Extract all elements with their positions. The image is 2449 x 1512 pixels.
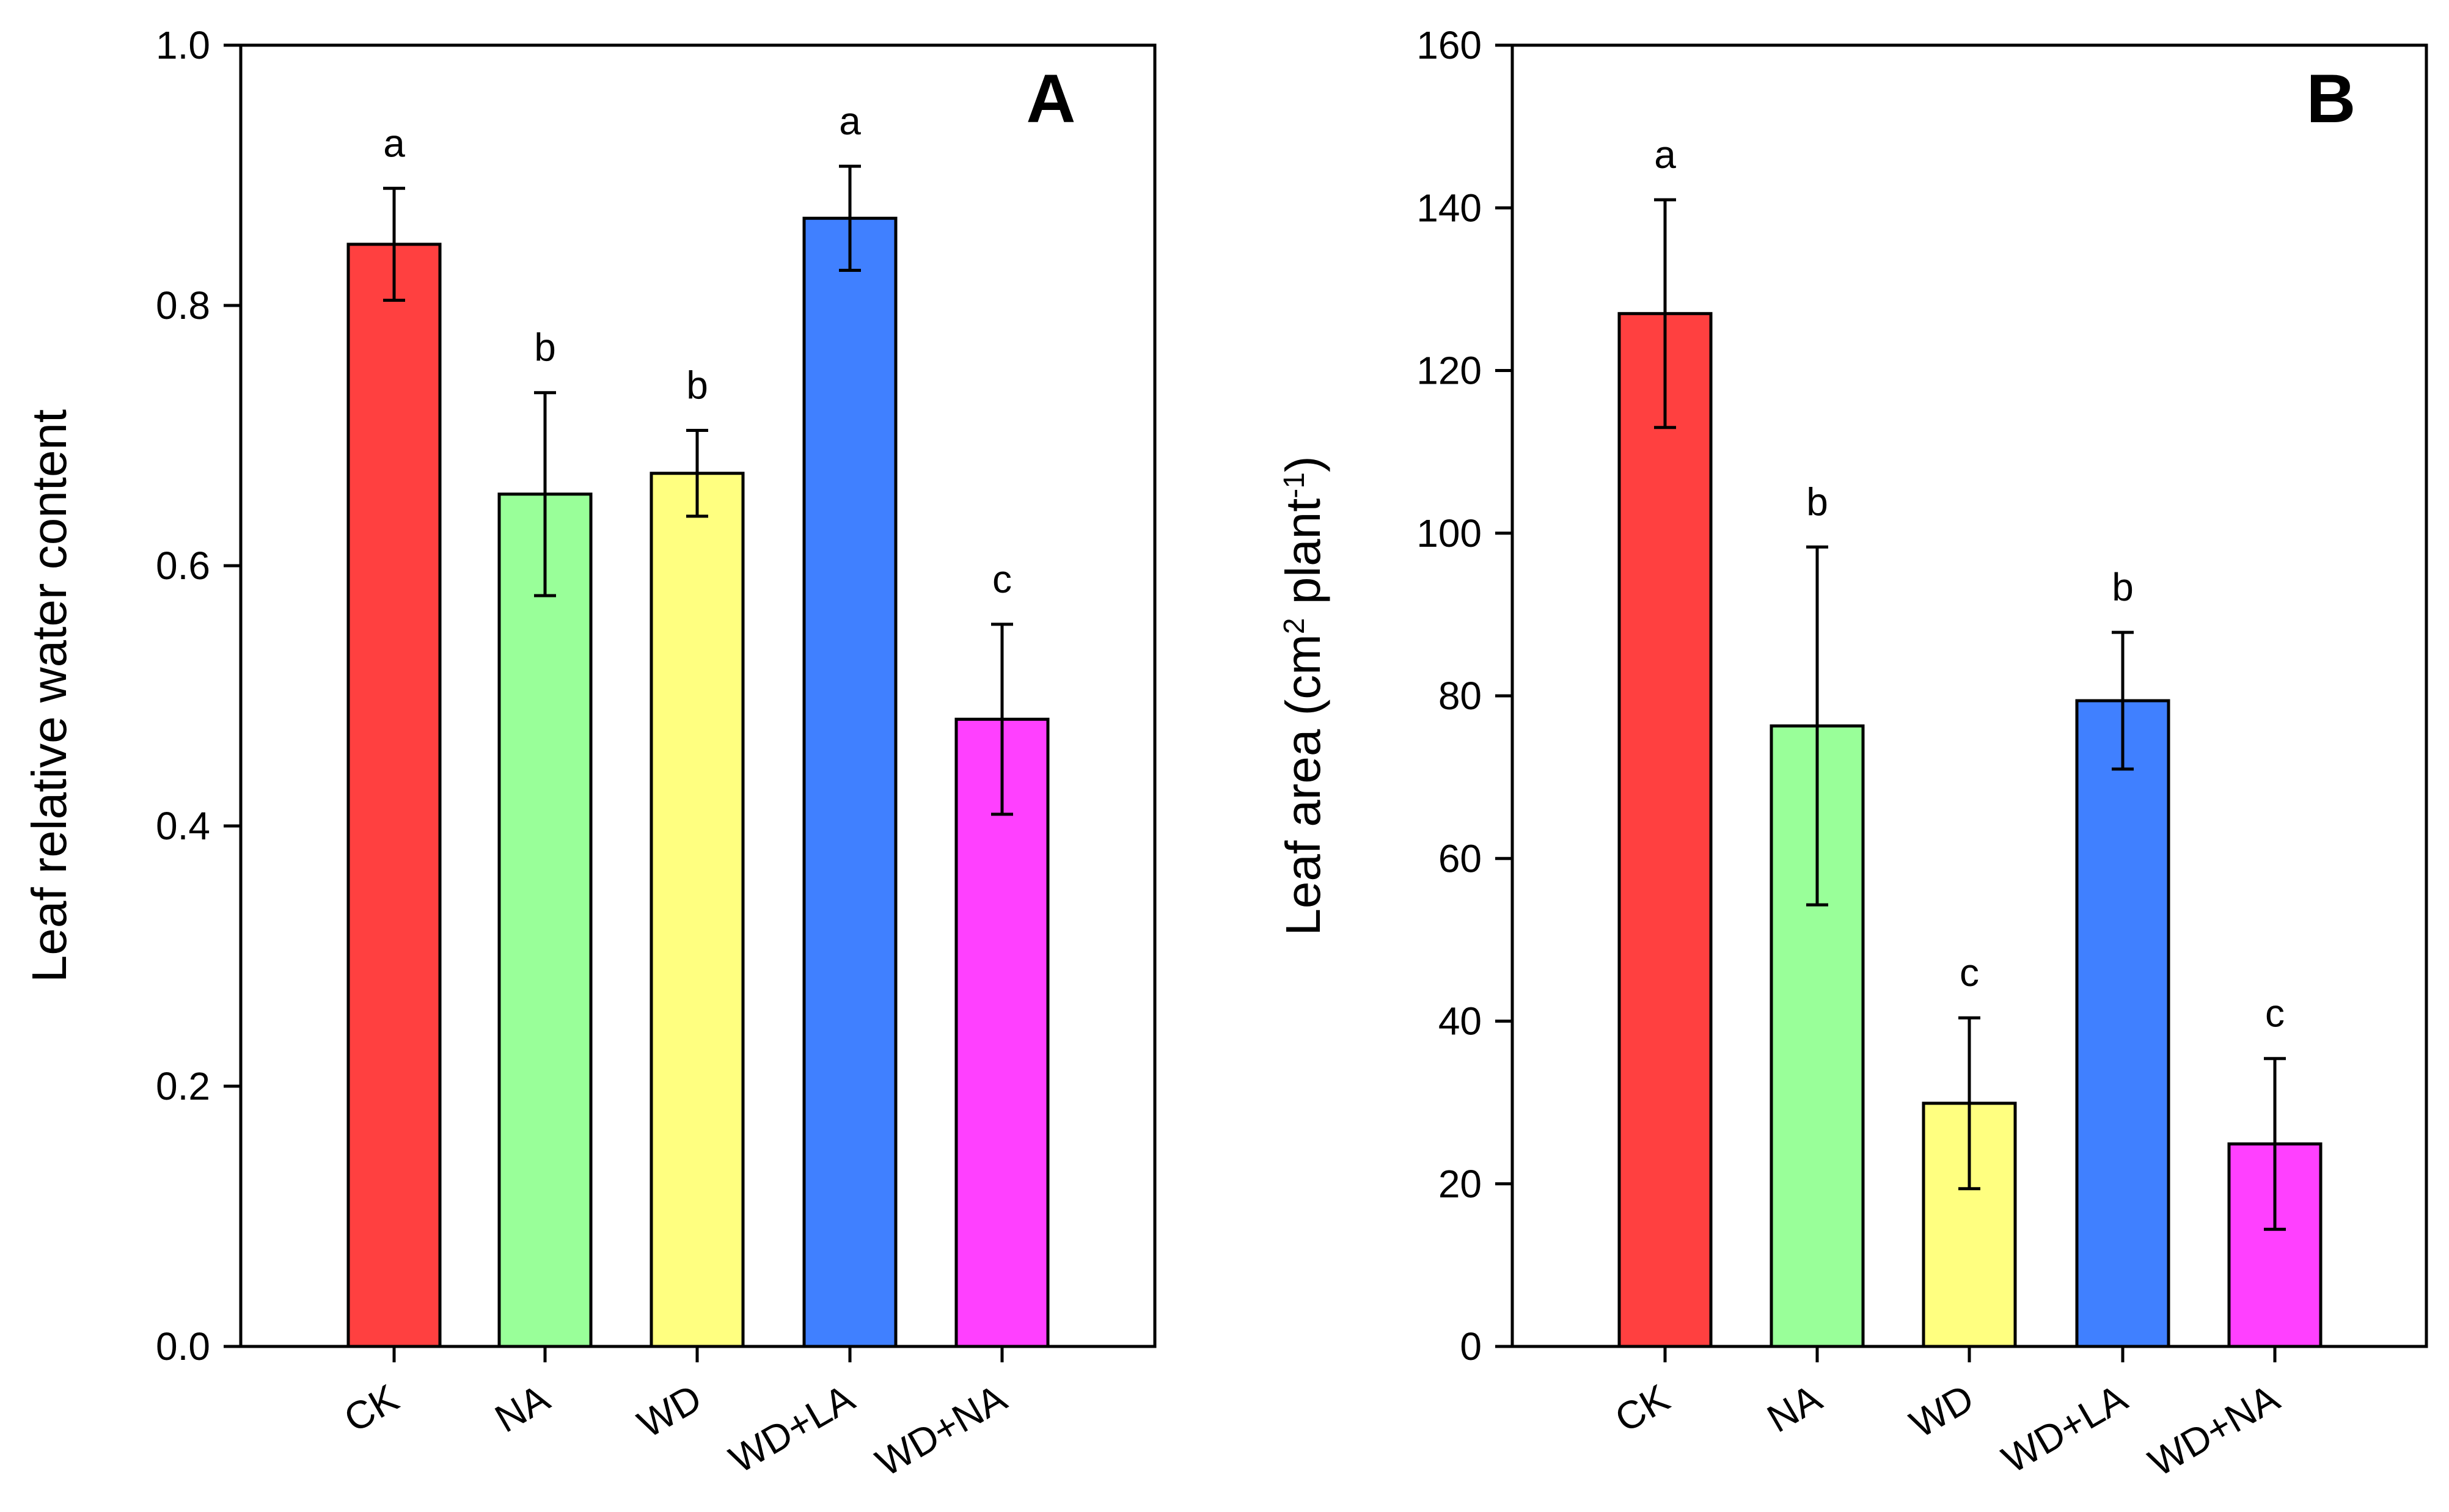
x-tick-label: WD+LA <box>1994 1376 2134 1482</box>
y-tick-label: 0.8 <box>156 283 210 327</box>
panel-b-bars <box>1617 312 2323 1348</box>
significance-label: c <box>992 557 1012 601</box>
ylabel-middle: plant <box>1276 499 1330 618</box>
y-tick-label: 0.2 <box>156 1064 210 1108</box>
y-tick-label: 160 <box>1416 23 1482 67</box>
significance-label: b <box>686 363 708 407</box>
y-tick-label: 100 <box>1416 511 1482 555</box>
panel-b-letter: B <box>2307 60 2356 137</box>
y-tick-label: 20 <box>1438 1162 1482 1206</box>
bar-wd-plus-la <box>802 216 898 1348</box>
y-tick-label: 1.0 <box>156 23 210 67</box>
significance-label: c <box>2265 992 2285 1035</box>
x-tick-label: WD <box>631 1376 709 1447</box>
x-tick-label: CK <box>337 1376 406 1441</box>
x-tick-label: WD+NA <box>868 1376 1014 1485</box>
panel-b-y-axis: 0 20 40 60 80 100 120 140 160 <box>1416 23 1512 1368</box>
bar-wd <box>650 472 745 1348</box>
x-tick-label: WD <box>1903 1376 1981 1447</box>
bar-ck <box>1617 312 1713 1348</box>
panel-a-y-axis-title: Leaf relative water content <box>22 409 76 982</box>
panel-a-significance-labels: a b b a c <box>383 99 1012 601</box>
y-tick-label: 0.4 <box>156 804 210 848</box>
y-tick-label: 0.0 <box>156 1324 210 1368</box>
x-tick-label: CK <box>1608 1376 1677 1441</box>
significance-label: a <box>839 99 861 143</box>
significance-label: a <box>1654 133 1676 177</box>
ylabel-prefix: Leaf area (cm <box>1276 634 1330 936</box>
panel-a-y-axis: 0.0 0.2 0.4 0.6 0.8 1.0 <box>156 23 241 1368</box>
y-tick-label: 80 <box>1438 674 1482 718</box>
panel-b-x-axis: CK NA WD WD+LA WD+NA <box>1608 1346 2286 1485</box>
panel-a-x-axis: CK NA WD WD+LA WD+NA <box>337 1346 1014 1485</box>
y-tick-label: 40 <box>1438 999 1482 1043</box>
bar-wd-plus-la <box>2075 699 2170 1348</box>
bar-na <box>497 492 593 1348</box>
panel-a-letter: A <box>1027 60 1076 137</box>
panel-b: a b c b c 0 20 40 60 80 100 120 140 160 CK NA WD WD+LA W… <box>1276 23 2428 1485</box>
significance-label: a <box>383 121 405 165</box>
bar-ck <box>346 243 442 1348</box>
panel-a: a b b a c 0.0 0.2 0.4 0.6 0.8 1.0 CK NA WD WD+LA WD+N… <box>22 23 1157 1485</box>
x-tick-label: WD+LA <box>722 1376 862 1482</box>
ylabel-sup-minus-1: -1 <box>1278 472 1311 499</box>
y-tick-label: 60 <box>1438 836 1482 880</box>
y-tick-label: 120 <box>1416 349 1482 393</box>
x-tick-label: NA <box>1760 1376 1829 1441</box>
panel-b-y-axis-title: Leaf area (cm2 plant-1) <box>1276 456 1330 935</box>
ylabel-sup-2: 2 <box>1278 618 1311 634</box>
panel-b-error-bars <box>1654 198 2286 1231</box>
y-tick-label: 140 <box>1416 186 1482 230</box>
y-tick-label: 0 <box>1460 1324 1482 1368</box>
significance-label: b <box>534 326 556 370</box>
significance-label: c <box>1960 951 1979 995</box>
x-tick-label: NA <box>488 1376 557 1441</box>
significance-label: b <box>2112 565 2134 609</box>
panel-b-significance-labels: a b c b c <box>1654 133 2285 1035</box>
ylabel-suffix: ) <box>1276 456 1330 472</box>
significance-label: b <box>1806 480 1828 524</box>
y-tick-label: 0.6 <box>156 544 210 588</box>
x-tick-label: WD+NA <box>2141 1376 2286 1485</box>
panel-a-error-bars <box>383 164 1013 816</box>
